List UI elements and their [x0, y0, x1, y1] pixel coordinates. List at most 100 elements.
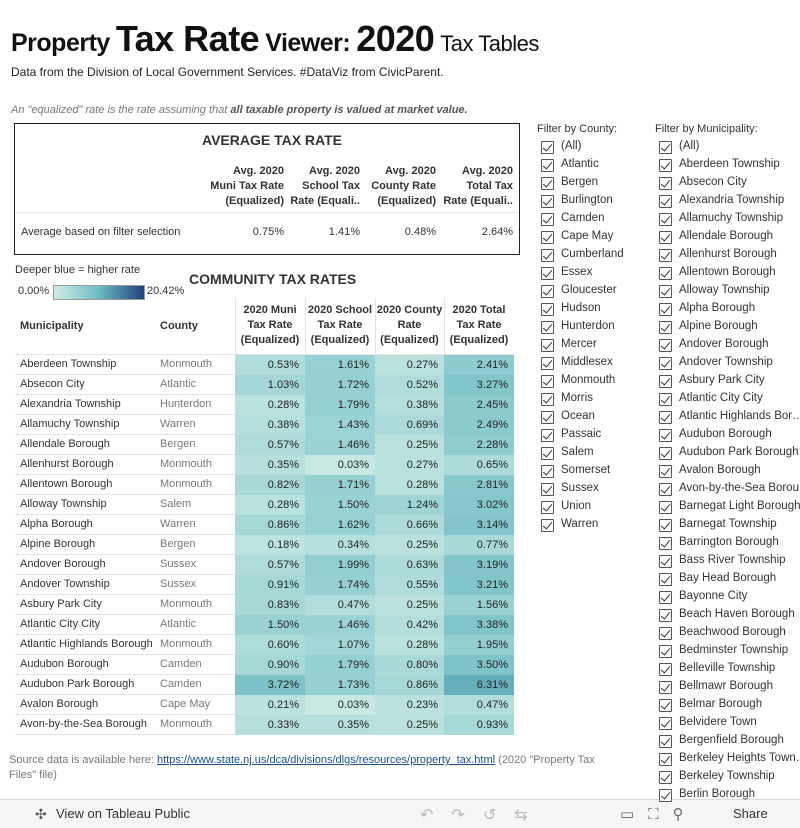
filter-checkbox[interactable] [659, 627, 672, 640]
filter-checkbox[interactable] [659, 267, 672, 280]
filter-option[interactable]: Allenhurst Borough [679, 248, 777, 260]
filter-checkbox[interactable] [659, 771, 672, 784]
filter-checkbox[interactable] [659, 177, 672, 190]
filter-checkbox[interactable] [659, 303, 672, 316]
filter-checkbox[interactable] [541, 321, 554, 334]
filter-checkbox[interactable] [659, 141, 672, 154]
undo-redo-icons[interactable]: ↶↷↺⇆ [420, 807, 546, 824]
filter-checkbox[interactable] [659, 663, 672, 676]
filter-checkbox[interactable] [659, 519, 672, 532]
filter-checkbox[interactable] [659, 591, 672, 604]
filter-option[interactable]: Beachwood Borough [679, 626, 786, 638]
filter-checkbox[interactable] [541, 465, 554, 478]
filter-option[interactable]: Bergenfield Borough [679, 734, 784, 746]
filter-checkbox[interactable] [659, 285, 672, 298]
filter-checkbox[interactable] [541, 141, 554, 154]
filter-checkbox[interactable] [541, 195, 554, 208]
filter-checkbox[interactable] [541, 177, 554, 190]
filter-option[interactable]: Barnegat Light Borough [679, 500, 800, 512]
filter-option[interactable]: Berkeley Township [679, 770, 775, 782]
filter-checkbox[interactable] [541, 411, 554, 424]
filter-option[interactable]: Bass River Township [679, 554, 786, 566]
filter-checkbox[interactable] [659, 393, 672, 406]
filter-option[interactable]: Bellmawr Borough [679, 680, 773, 692]
filter-checkbox[interactable] [541, 213, 554, 226]
filter-option[interactable]: Union [561, 500, 592, 512]
filter-checkbox[interactable] [659, 357, 672, 370]
filter-option[interactable]: Andover Township [679, 356, 773, 368]
filter-option[interactable]: Bedminster Township [679, 644, 789, 656]
filter-option[interactable]: Bergen [561, 176, 599, 188]
filter-checkbox[interactable] [659, 429, 672, 442]
filter-checkbox[interactable] [541, 303, 554, 316]
filter-checkbox[interactable] [659, 753, 672, 766]
filter-checkbox[interactable] [659, 195, 672, 208]
filter-checkbox[interactable] [659, 537, 672, 550]
filter-option[interactable]: Hudson [561, 302, 601, 314]
filter-option[interactable]: Warren [561, 518, 599, 530]
filter-checkbox[interactable] [541, 501, 554, 514]
filter-checkbox[interactable] [659, 681, 672, 694]
filter-option[interactable]: Morris [561, 392, 593, 404]
filter-option[interactable]: Atlantic City City [679, 392, 763, 404]
filter-checkbox[interactable] [659, 411, 672, 424]
filter-option[interactable]: Audubon Park Borough [679, 446, 799, 458]
filter-checkbox[interactable] [541, 357, 554, 370]
filter-option[interactable]: Allamuchy Township [679, 212, 783, 224]
filter-option[interactable]: Gloucester [561, 284, 617, 296]
filter-checkbox[interactable] [659, 321, 672, 334]
filter-option[interactable]: Avon-by-the-Sea Borou… [679, 482, 800, 494]
source-link[interactable]: https://www.state.nj.us/dca/divisions/dl… [156, 754, 496, 766]
filter-checkbox[interactable] [659, 249, 672, 262]
filter-option[interactable]: Sussex [561, 482, 599, 494]
filter-option[interactable]: Salem [561, 446, 594, 458]
filter-option[interactable]: Monmouth [561, 374, 616, 386]
filter-option[interactable]: Hunterdon [561, 320, 615, 332]
filter-option[interactable]: Passaic [561, 428, 602, 440]
filter-option[interactable]: Atlantic [561, 158, 599, 170]
filter-checkbox[interactable] [541, 519, 554, 532]
filter-checkbox[interactable] [541, 429, 554, 442]
filter-checkbox[interactable] [541, 447, 554, 460]
filter-option[interactable]: Aberdeen Township [679, 158, 780, 170]
filter-option[interactable]: Bayonne City [679, 590, 748, 602]
filter-option[interactable]: Bay Head Borough [679, 572, 777, 584]
filter-checkbox[interactable] [659, 465, 672, 478]
filter-option[interactable]: Alpine Borough [679, 320, 758, 332]
filter-checkbox[interactable] [659, 789, 672, 802]
filter-option[interactable]: Belvidere Town [679, 716, 757, 728]
filter-checkbox[interactable] [541, 339, 554, 352]
filter-option[interactable]: Berkeley Heights Town… [679, 752, 800, 764]
filter-checkbox[interactable] [659, 483, 672, 496]
filter-checkbox[interactable] [541, 159, 554, 172]
filter-option[interactable]: Andover Borough [679, 338, 769, 350]
filter-option[interactable]: Burlington [561, 194, 613, 206]
filter-checkbox[interactable] [659, 609, 672, 622]
toolbar-icons[interactable]: ▭⛶⚲ [620, 806, 698, 823]
filter-option[interactable]: Belleville Township [679, 662, 776, 674]
filter-option[interactable]: Cumberland [561, 248, 624, 260]
filter-checkbox[interactable] [659, 573, 672, 586]
filter-checkbox[interactable] [541, 231, 554, 244]
filter-option[interactable]: Belmar Borough [679, 698, 763, 710]
filter-checkbox[interactable] [541, 393, 554, 406]
filter-checkbox[interactable] [659, 555, 672, 568]
filter-option[interactable]: Allendale Borough [679, 230, 773, 242]
filter-option[interactable]: Alloway Township [679, 284, 770, 296]
filter-option[interactable]: (All) [679, 140, 700, 152]
filter-option[interactable]: Absecon City [679, 176, 747, 188]
filter-checkbox[interactable] [659, 231, 672, 244]
filter-option[interactable]: Audubon Borough [679, 428, 772, 440]
filter-checkbox[interactable] [659, 645, 672, 658]
share-button[interactable]: Share [733, 806, 768, 821]
filter-checkbox[interactable] [659, 339, 672, 352]
filter-option[interactable]: Mercer [561, 338, 597, 350]
filter-option[interactable]: Essex [561, 266, 593, 278]
filter-option[interactable]: (All) [561, 140, 582, 152]
filter-checkbox[interactable] [659, 501, 672, 514]
filter-option[interactable]: Cape May [561, 230, 614, 242]
filter-option[interactable]: Alexandria Township [679, 194, 785, 206]
filter-checkbox[interactable] [659, 159, 672, 172]
filter-option[interactable]: Barnegat Township [679, 518, 777, 530]
filter-checkbox[interactable] [659, 213, 672, 226]
